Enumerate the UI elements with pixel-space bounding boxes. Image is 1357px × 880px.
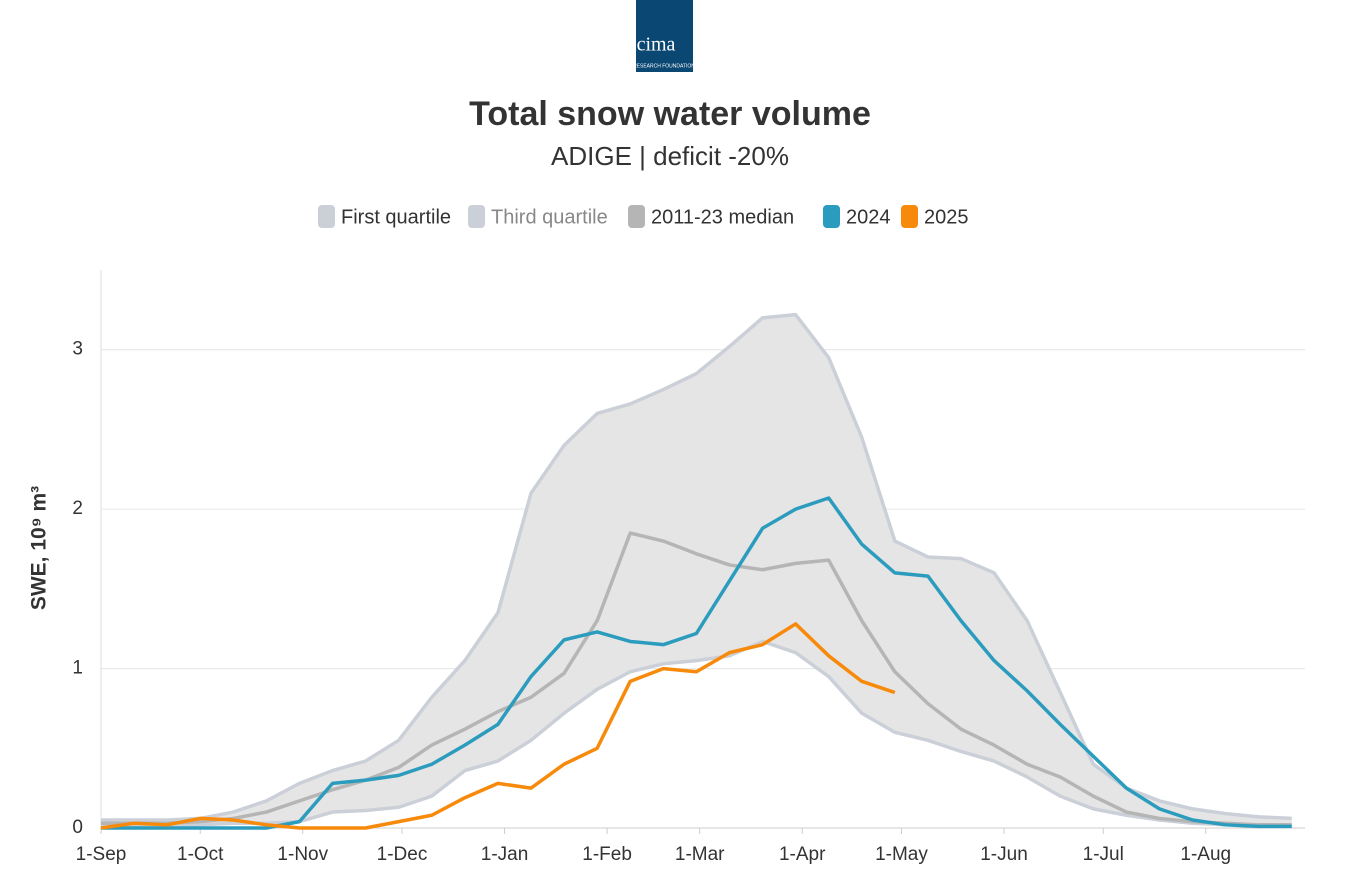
y-tick-label: 1 [72,658,83,679]
series-line [101,496,1292,830]
x-tick-label: 1-Apr [779,844,826,865]
x-tick-label: 1-Oct [177,844,224,865]
x-tick-label: 1-Jul [1083,844,1124,865]
y-tick-label: 3 [72,339,83,360]
x-tick-label: 1-Nov [277,844,328,865]
legend-swatch [823,205,840,228]
x-tick-label: 1-Jun [980,844,1028,865]
y-axis-label: SWE, 10⁹ m³ [28,486,51,610]
logo-box [636,0,693,72]
chart-subtitle: ADIGE | deficit -20% [551,141,789,171]
x-tick-label: 1-Dec [377,844,428,865]
legend-label: Third quartile [491,206,608,228]
y-tick-label: 2 [72,498,83,519]
logo-text: cima [637,34,676,56]
legend-swatch [318,205,335,228]
band-fill [101,314,1292,827]
chart-title: Total snow water volume [469,95,871,133]
series-line [101,312,1292,822]
legend-swatch [468,205,485,228]
x-tick-label: 1-Jan [481,844,529,865]
y-tick-label: 0 [72,817,83,838]
x-tick-label: 1-Feb [582,844,632,865]
x-tick-label: 1-Sep [76,844,127,865]
legend-label: 2011-23 median [651,206,794,228]
x-tick-label: 1-Mar [675,844,725,865]
legend-label: First quartile [341,206,451,228]
x-tick-label: 1-May [875,844,928,865]
x-tick-label: 1-Aug [1180,844,1231,865]
legend-swatch [628,205,645,228]
legend-label: 2024 [846,206,891,228]
series-line [100,622,896,830]
legend-swatch [901,205,918,228]
logo-subtitle: RESEARCH FOUNDATION [633,63,695,69]
series-line [101,531,1292,827]
legend-label: 2025 [924,206,969,228]
